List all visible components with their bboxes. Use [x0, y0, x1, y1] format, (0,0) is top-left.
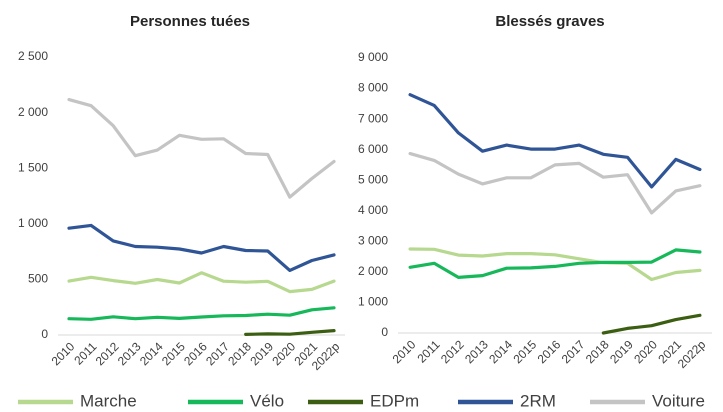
legend-label: Vélo [250, 391, 284, 410]
y-tick-label: 8 000 [358, 81, 388, 95]
y-tick-label: 1 000 [18, 216, 48, 230]
y-tick-label: 2 000 [358, 264, 388, 278]
y-tick-label: 2 000 [18, 105, 48, 119]
y-tick-label: 5 000 [358, 172, 388, 186]
y-tick-label: 6 000 [358, 142, 388, 156]
series-line [408, 248, 702, 279]
y-tick-label: 1 000 [358, 295, 388, 309]
series-line [408, 247, 702, 282]
y-tick-label: 9 000 [358, 50, 388, 64]
series-line [67, 223, 336, 272]
series-line [408, 152, 702, 215]
chart-title: Personnes tuées [130, 13, 250, 30]
series-line [601, 313, 702, 335]
y-tick-label: 7 000 [358, 111, 388, 125]
y-tick-label: 4 000 [358, 203, 388, 217]
y-tick-label: 500 [28, 272, 48, 286]
series-line [67, 306, 336, 321]
series-line [244, 329, 336, 336]
legend-label: 2RM [520, 391, 556, 410]
y-tick-label: 3 000 [358, 234, 388, 248]
chart-title: Blessés graves [495, 13, 604, 30]
series-line [408, 93, 702, 189]
legend-label: EDPm [370, 391, 419, 410]
series-line [67, 98, 336, 199]
y-tick-label: 0 [41, 327, 48, 341]
series-line [67, 271, 336, 294]
legend-label: Marche [80, 391, 137, 410]
y-tick-label: 1 500 [18, 160, 48, 174]
legend-label: Voiture [652, 391, 705, 410]
y-tick-label: 0 [381, 325, 388, 339]
y-tick-label: 2 500 [18, 49, 48, 63]
